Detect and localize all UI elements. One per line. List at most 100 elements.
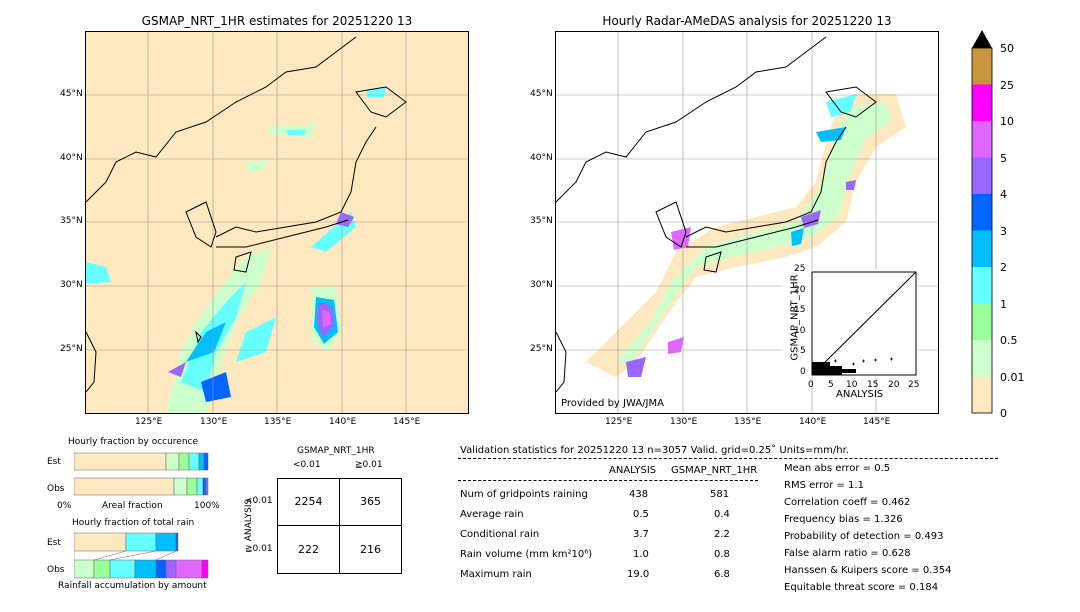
contingency-row-lt: <0.01 (245, 496, 273, 506)
colorbar-segment (972, 267, 992, 304)
colorbar-segment (972, 84, 992, 121)
left-lat-30: 30°N (60, 280, 83, 290)
right-lat-35: 35°N (530, 216, 553, 226)
occurrence-bars (74, 452, 209, 496)
cbar-label-4: 4 (1000, 188, 1007, 201)
validation-col-gsmap: GSMAP_NRT_1HR (671, 465, 758, 476)
left-lon-145: 145°E (393, 417, 421, 427)
validation-col-analysis: ANALYSIS (609, 465, 657, 476)
cbar-label-5: 5 (1000, 152, 1007, 165)
cbar-label-25: 25 (1000, 79, 1014, 92)
score-ets: Equitable threat score = 0.184 (784, 582, 939, 593)
right-lat-30: 30°N (530, 280, 553, 290)
scatter-xtick-20: 20 (888, 380, 900, 390)
stat-row-analysis: 3.7 (633, 529, 649, 540)
scatter-ytick-20: 20 (794, 285, 806, 295)
total-rain-title: Hourly fraction of total rain (72, 518, 195, 528)
colorbar-segment (972, 376, 992, 413)
scatter-inset (782, 270, 918, 378)
occurrence-obs-label: Obs (47, 484, 65, 494)
validation-divider-mid (458, 480, 758, 481)
right-lon-125: 125°E (605, 417, 633, 427)
scatter-ytick-5: 5 (800, 346, 806, 356)
scatter-xtick-25: 25 (908, 380, 920, 390)
score-hk: Hanssen & Kuipers score = 0.354 (784, 565, 952, 576)
cbar-label-50: 50 (1000, 42, 1014, 55)
score-mean-abs-error: Mean abs error = 0.5 (784, 463, 891, 474)
cbar-label-0-5: 0.5 (1000, 334, 1018, 347)
contingency-col-ge: ≧0.01 (355, 460, 383, 470)
scatter-ytick-25: 25 (794, 264, 806, 274)
left-lon-135: 135°E (264, 417, 292, 427)
stat-row-gsmap: 581 (710, 489, 730, 500)
stat-row-label: Conditional rain (460, 529, 540, 540)
contingency-cell-ge-ge: 216 (339, 525, 402, 574)
right-lon-140: 140°E (799, 417, 827, 427)
colorbar-segment (972, 157, 992, 194)
right-map-svg (556, 32, 938, 413)
scatter-xtick-5: 5 (828, 380, 834, 390)
left-map (85, 31, 469, 414)
score-frequency-bias: Frequency bias = 1.326 (784, 514, 903, 525)
right-lat-40: 40°N (530, 153, 553, 163)
right-map-title: Hourly Radar-AMeDAS analysis for 2025122… (602, 14, 892, 28)
scatter-ytick-0: 0 (800, 367, 806, 377)
validation-divider-top (458, 458, 998, 459)
stat-row-label: Maximum rain (460, 569, 532, 580)
scatter-ylabel: GSMAP_NRT_1HR (789, 274, 801, 361)
scatter-svg (811, 271, 917, 376)
contingency-title: GSMAP_NRT_1HR (297, 446, 375, 456)
total-rain-axis-label: Rainfall accumulation by amount (58, 581, 207, 591)
scatter-xtick-0: 0 (808, 380, 814, 390)
occurrence-axis-left: 0% (57, 501, 72, 511)
left-map-title: GSMAP_NRT_1HR estimates for 20251220 13 (141, 14, 413, 28)
stat-row-analysis: 438 (629, 489, 649, 500)
colorbar (971, 30, 993, 414)
total-rain-bars (74, 532, 209, 579)
colorbar-segment (972, 48, 992, 85)
left-lat-45: 45°N (60, 89, 83, 99)
contingency-cell-lt-ge: 365 (339, 478, 402, 526)
total-rain-est-label: Est (47, 538, 61, 548)
scatter-xtick-10: 10 (846, 380, 858, 390)
score-rms-error: RMS error = 1.1 (784, 480, 864, 491)
cbar-label-0-01: 0.01 (1000, 371, 1025, 384)
right-lat-45: 45°N (530, 89, 553, 99)
stat-row-label: Num of gridpoints raining (460, 489, 588, 500)
contingency-cell-lt-lt: 2254 (277, 478, 340, 526)
occurrence-title: Hourly fraction by occurence (68, 437, 199, 447)
scatter-ytick-15: 15 (794, 305, 806, 315)
cbar-label-1: 1 (1000, 298, 1007, 311)
cbar-label-10: 10 (1000, 115, 1014, 128)
cbar-label-0: 0 (1000, 407, 1007, 420)
stat-row-gsmap: 6.8 (714, 569, 730, 580)
stat-row-label: Rain volume (mm km²10⁶) (460, 549, 593, 560)
stat-row-analysis: 19.0 (627, 569, 650, 580)
stat-row-gsmap: 0.4 (714, 509, 730, 520)
provider-credit: Provided by JWA/JMA (561, 398, 664, 409)
left-lat-40: 40°N (60, 153, 83, 163)
occurrence-axis-right: 100% (194, 501, 220, 511)
scatter-xtick-15: 15 (867, 380, 879, 390)
colorbar-segment (972, 340, 992, 377)
scatter-ytick-10: 10 (794, 326, 806, 336)
colorbar-segment (972, 194, 992, 231)
scatter-xlabel: ANALYSIS (836, 389, 884, 400)
cbar-label-3: 3 (1000, 225, 1007, 238)
colorbar-segment (972, 230, 992, 267)
occurrence-est-label: Est (47, 457, 61, 467)
validation-header: Validation statistics for 20251220 13 n=… (460, 445, 849, 456)
score-pod: Probability of detection = 0.493 (784, 531, 944, 542)
left-lon-130: 130°E (200, 417, 228, 427)
right-lon-135: 135°E (734, 417, 762, 427)
stat-row-gsmap: 0.8 (714, 549, 730, 560)
stat-row-gsmap: 2.2 (714, 529, 730, 540)
occurrence-axis-label: Areal fraction (102, 501, 163, 511)
contingency-cell-ge-lt: 222 (277, 525, 340, 574)
score-far: False alarm ratio = 0.628 (784, 548, 911, 559)
contingency-row-ge: ≧0.01 (245, 544, 273, 554)
left-lon-125: 125°E (135, 417, 163, 427)
colorbar-segment (972, 121, 992, 158)
stat-row-analysis: 0.5 (633, 509, 649, 520)
stat-row-label: Average rain (460, 509, 524, 520)
